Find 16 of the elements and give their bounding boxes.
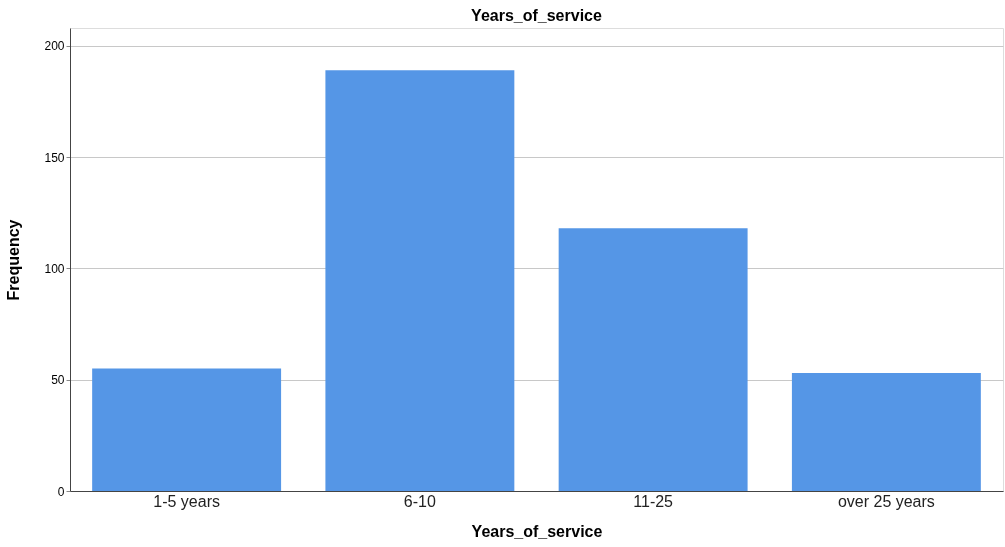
chart-title: Years_of_service bbox=[471, 7, 602, 24]
y-tick-label: 200 bbox=[44, 39, 65, 54]
x-tick-label: 1-5 years bbox=[153, 492, 220, 510]
bar bbox=[791, 373, 981, 491]
x-tick-label: 6-10 bbox=[403, 492, 436, 510]
y-tick-label: 0 bbox=[57, 484, 65, 499]
bar bbox=[325, 70, 515, 491]
y-tick-label: 50 bbox=[51, 373, 65, 388]
x-axis-title: Years_of_service bbox=[471, 522, 603, 540]
x-tick-label: over 25 years bbox=[837, 492, 935, 510]
y-tick-label: 150 bbox=[44, 150, 65, 165]
x-tick-label: 11-25 bbox=[633, 492, 674, 510]
y-tick-label: 100 bbox=[44, 261, 65, 276]
y-axis-title: Frequency bbox=[5, 219, 23, 301]
bar bbox=[558, 228, 748, 491]
bar bbox=[92, 368, 282, 491]
